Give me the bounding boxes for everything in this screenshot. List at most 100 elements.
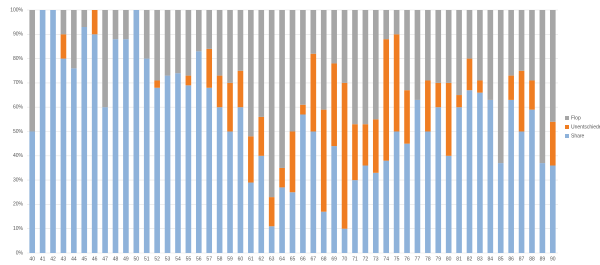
x-tick-label: 66 <box>300 256 306 262</box>
x-tick-label: 74 <box>383 256 389 262</box>
x-tick-label: 57 <box>206 256 212 262</box>
bar-segment <box>435 82 442 108</box>
x-tick-label: 58 <box>217 256 223 262</box>
x-tick-label: 64 <box>279 256 285 262</box>
bar-segment <box>404 90 410 144</box>
x-tick-label: 52 <box>154 256 160 262</box>
bar-segment <box>518 70 525 132</box>
bar-segment <box>477 10 483 81</box>
bar-segment <box>71 10 77 69</box>
bar-segment <box>518 131 525 253</box>
bar-segment <box>185 85 192 253</box>
bar-segment <box>300 104 306 115</box>
x-tick-label: 49 <box>123 256 129 262</box>
bar-segment <box>456 95 462 108</box>
bar-segment <box>477 80 483 93</box>
x-tick-label: 73 <box>373 256 379 262</box>
bar-segment <box>216 107 223 253</box>
bar-segment <box>279 10 285 168</box>
bar-segment <box>258 155 265 253</box>
bar-segment <box>102 10 108 108</box>
bar-segment <box>123 10 129 40</box>
bar-segment <box>310 131 317 253</box>
x-tick-label: 67 <box>311 256 317 262</box>
bar-segment <box>529 10 535 81</box>
bar-segment <box>508 99 514 253</box>
bar-segment <box>289 192 296 253</box>
bar-segment <box>320 211 327 253</box>
bar-segment <box>529 80 535 110</box>
bar-segment <box>372 10 379 120</box>
y-tick-label: 30% <box>13 177 24 183</box>
x-tick-label: 70 <box>342 256 348 262</box>
bar-segment <box>487 99 494 253</box>
x-tick-label: 84 <box>488 256 494 262</box>
bar-segment <box>60 10 67 35</box>
x-tick-label: 90 <box>550 256 556 262</box>
x-tick-label: 79 <box>435 256 441 262</box>
bar-segment <box>268 197 275 227</box>
bar-segment <box>383 39 390 161</box>
bar-segment <box>81 27 88 254</box>
bar-segment <box>154 10 160 81</box>
bar-segment <box>497 163 504 253</box>
x-tick-label: 80 <box>446 256 452 262</box>
bar-segment <box>310 10 317 54</box>
bar-segment <box>50 10 56 253</box>
bar-segment <box>445 82 452 156</box>
bar-segment <box>539 10 546 164</box>
bar-segment <box>258 116 265 156</box>
bar-segment <box>508 75 514 100</box>
bar-segment <box>206 87 213 253</box>
bar-segment <box>549 165 556 253</box>
x-tick-label: 77 <box>415 256 421 262</box>
bar-segment <box>258 10 265 117</box>
x-tick-label: 72 <box>363 256 369 262</box>
bar-segment <box>414 10 421 100</box>
bar-segment <box>133 10 140 253</box>
bar-segment <box>268 226 275 253</box>
y-tick-label: 90% <box>13 32 24 38</box>
x-tick-label: 69 <box>331 256 337 262</box>
bar-segment <box>445 155 452 253</box>
bar-segment <box>331 63 337 147</box>
bar-segment <box>164 10 171 76</box>
bar-segment <box>164 75 171 253</box>
bar-segment <box>248 10 254 137</box>
legend-swatch <box>565 125 569 129</box>
y-tick-label: 70% <box>13 80 24 86</box>
bar-segment <box>175 10 181 74</box>
bar-segment <box>289 131 296 193</box>
x-tick-label: 87 <box>519 256 525 262</box>
bar-segment <box>279 187 285 253</box>
x-tick-label: 40 <box>29 256 35 262</box>
bar-segment <box>549 10 556 122</box>
bar-segment <box>185 10 192 76</box>
y-tick-label: 20% <box>13 202 24 208</box>
x-tick-label: 50 <box>134 256 140 262</box>
bar-segment <box>549 121 556 166</box>
bar-segment <box>383 10 390 40</box>
bar-segment <box>477 92 483 254</box>
bar-segment <box>372 119 379 173</box>
bar-segment <box>383 160 390 253</box>
bar-segment <box>393 10 400 35</box>
bar-segment <box>331 146 337 253</box>
bar-segment <box>237 10 244 71</box>
bar-segment <box>352 180 358 253</box>
bar-segment <box>71 68 77 253</box>
bar-segment <box>393 34 400 132</box>
x-tick-label: 60 <box>238 256 244 262</box>
bar-segment <box>29 10 36 132</box>
x-tick-label: 56 <box>196 256 202 262</box>
y-tick-label: 0% <box>16 250 24 256</box>
bar-segment <box>518 10 525 71</box>
bar-segment <box>341 228 348 253</box>
bar-segment <box>268 10 275 198</box>
bar-segment <box>237 107 244 253</box>
x-tick-label: 54 <box>175 256 181 262</box>
x-tick-label: 47 <box>102 256 108 262</box>
bar-segment <box>425 80 431 132</box>
x-tick-label: 88 <box>529 256 535 262</box>
